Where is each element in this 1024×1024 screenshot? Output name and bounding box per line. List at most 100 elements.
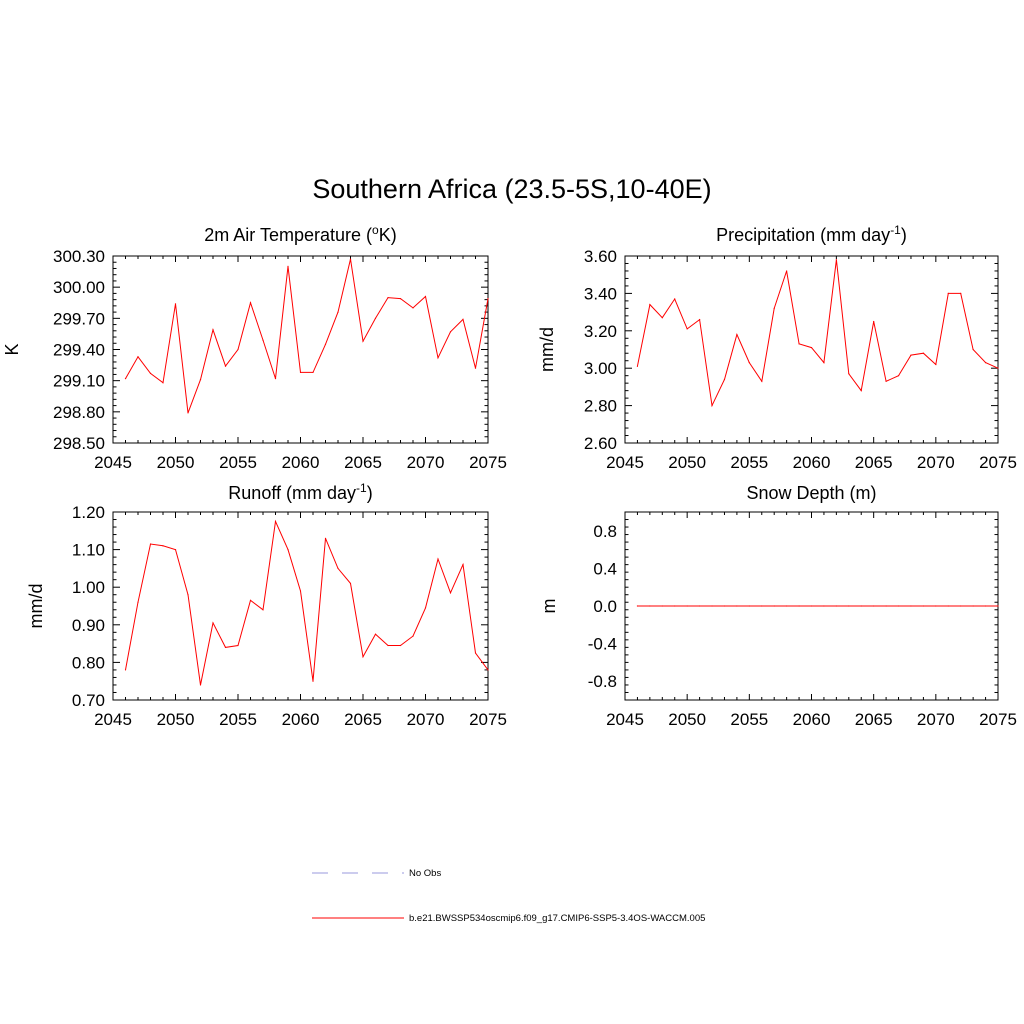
y-tick-label: 1.20	[72, 503, 105, 522]
y-tick-label: 300.00	[53, 278, 105, 297]
x-tick-label: 2045	[94, 453, 132, 472]
data-point	[424, 295, 427, 298]
data-point	[237, 348, 239, 351]
y-axis-label: K	[2, 343, 22, 355]
data-point	[823, 605, 825, 607]
legend: No Obs b.e21.BWSSP534oscmip6.f09_g17.CMIP…	[312, 868, 705, 924]
panel-title-main: 2m Air Temperature (	[204, 225, 372, 245]
data-point	[162, 382, 164, 384]
y-tick-label: -0.8	[588, 672, 617, 691]
data-point	[212, 329, 214, 331]
data-point	[786, 605, 788, 607]
y-tick-label: 0.70	[72, 691, 105, 710]
data-point	[412, 635, 414, 637]
data-point	[137, 356, 139, 358]
x-tick-label: 2065	[855, 453, 893, 472]
data-point	[810, 347, 813, 349]
legend-label-model: b.e21.BWSSP534oscmip6.f09_g17.CMIP6-SSP5…	[409, 913, 705, 924]
x-tick-label: 2050	[668, 453, 706, 472]
data-point	[437, 558, 439, 560]
data-point	[848, 373, 850, 375]
y-tick-label: 298.80	[53, 403, 105, 422]
y-tick-label: 1.10	[72, 541, 105, 560]
panel-title-end: K)	[379, 225, 397, 245]
y-tick-label: 3.00	[584, 359, 617, 378]
plot-frame	[112, 255, 489, 444]
data-point	[661, 605, 663, 607]
x-tick-label: 2055	[730, 710, 768, 729]
y-tick-label: 299.70	[53, 309, 105, 328]
x-tick-label: 2065	[855, 710, 893, 729]
y-tick-label: 0.4	[593, 559, 617, 578]
data-point	[237, 644, 239, 647]
y-tick-label: 2.60	[584, 434, 617, 453]
data-point	[349, 582, 352, 585]
data-point	[661, 317, 663, 319]
data-point	[960, 292, 962, 294]
series-line	[636, 259, 999, 408]
data-point	[885, 605, 887, 607]
x-tick-label: 2060	[793, 453, 831, 472]
y-tick-label: 1.00	[72, 578, 105, 597]
x-tick-label: 2075	[469, 453, 507, 472]
data-point	[761, 380, 763, 382]
data-point	[474, 652, 477, 654]
data-point	[723, 378, 726, 381]
y-tick-label: 2.80	[584, 397, 617, 416]
data-point	[462, 564, 464, 566]
data-point	[199, 684, 202, 686]
data-point	[860, 605, 862, 607]
data-point	[337, 567, 339, 570]
data-point	[972, 605, 974, 607]
y-tick-label: 0.80	[72, 653, 105, 672]
panel-title-sup: -1	[356, 481, 367, 495]
data-point	[649, 304, 651, 306]
data-point	[274, 520, 277, 523]
data-point	[474, 367, 477, 369]
data-point	[649, 605, 651, 607]
data-point	[249, 599, 252, 601]
chart-panel-2: Precipitation (mm day-1) mm/d 2045 2050 2055…	[537, 223, 1017, 472]
y-tick-label: 300.30	[53, 247, 105, 266]
y-tick-label: 0.90	[72, 616, 105, 635]
x-tick-label: 2055	[730, 453, 768, 472]
data-point	[699, 318, 701, 321]
y-axis-label: mm/d	[26, 584, 46, 629]
chart-panel-4: Snow Depth (m) m 2045 2050 2055 2060 2065 2070 2…	[539, 483, 1017, 729]
data-point	[947, 292, 949, 294]
data-point	[835, 259, 837, 261]
chart-panel-3: Runoff (mm day-1) mm/d 2045 2050 2055 2060 206…	[26, 481, 507, 729]
x-tick-label: 2075	[979, 453, 1017, 472]
x-tick-label: 2070	[407, 453, 445, 472]
data-point	[636, 365, 639, 367]
data-point	[761, 605, 763, 607]
x-tick-label: 2075	[979, 710, 1017, 729]
data-point	[997, 605, 999, 607]
x-tick-label: 2045	[606, 453, 644, 472]
data-point	[910, 605, 912, 607]
data-point	[910, 354, 912, 356]
data-point	[860, 390, 862, 392]
data-point	[262, 609, 264, 611]
data-point	[922, 605, 925, 607]
y-tick-label: 0.8	[593, 522, 617, 541]
data-point	[349, 258, 352, 260]
data-point	[362, 340, 364, 342]
x-tick-label: 2055	[219, 453, 257, 472]
data-point	[462, 318, 464, 320]
x-tick-label: 2065	[344, 453, 382, 472]
y-axis-label: mm/d	[537, 327, 557, 372]
panel-title-sup: o	[372, 223, 379, 237]
figure-title: Southern Africa (23.5-5S,10-40E)	[312, 174, 712, 204]
series-line	[125, 519, 489, 686]
data-point	[174, 549, 177, 551]
data-point	[674, 605, 676, 607]
data-point	[287, 549, 289, 551]
data-point	[224, 365, 227, 367]
data-point	[387, 296, 389, 299]
data-point	[835, 605, 837, 607]
data-point	[449, 592, 452, 594]
data-point	[162, 545, 164, 547]
data-point	[848, 605, 850, 607]
